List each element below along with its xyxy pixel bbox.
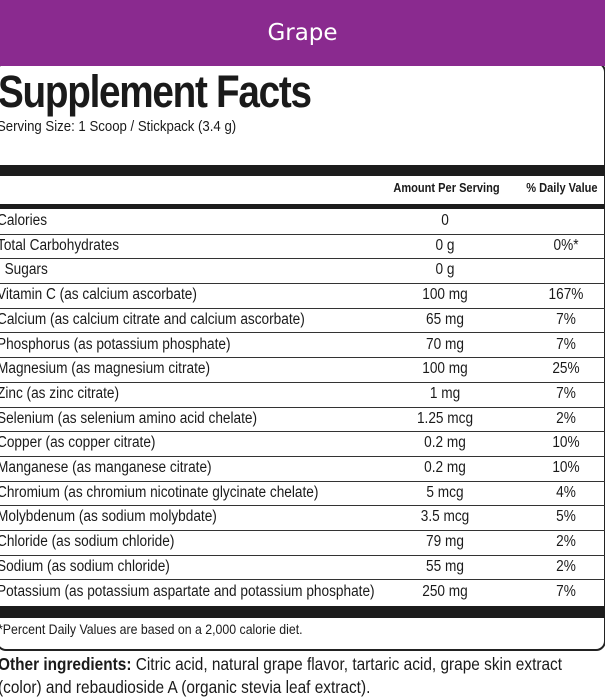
nutrient-name: Calcium (as calcium citrate and calcium … [0,310,305,328]
table-row: Potassium (as potassium aspartate and po… [0,580,605,605]
footnote: *Percent Daily Values are based on a 2,0… [0,621,303,637]
nutrient-name: Zinc (as zinc citrate) [0,384,120,402]
table-row: Calcium (as calcium citrate and calcium … [0,308,605,334]
nutrient-amount: 0 g [435,261,455,279]
nutrient-amount: 0 g [435,236,455,254]
table-row: Sodium (as sodium chloride) 55 mg 2% [0,555,605,581]
nutrient-name: Selenium (as selenium amino acid chelate… [0,409,258,427]
nutrient-daily-value: 4% [556,483,576,501]
nutrient-daily-value: 25% [552,360,580,378]
table-row: Chromium (as chromium nicotinate glycina… [0,481,605,507]
nutrient-amount: 1 mg [429,384,461,402]
other-ingredients-text: Citric acid, natural grape flavor, tarta… [0,654,563,697]
nutrient-daily-value: 2% [556,557,576,575]
flavor-banner: Grape [0,0,605,66]
table-row: Phosphorus (as potassium phosphate) 70 mg… [0,333,605,359]
header-daily-value: % Daily Value [526,180,598,195]
table-row: Sugars 0 g [0,258,605,285]
nutrient-daily-value: 2% [556,533,576,551]
nutrient-amount: 0.2 mg [424,434,466,452]
nutrient-daily-value: 7% [556,384,576,402]
nutrient-amount: 55 mg [426,557,464,575]
nutrient-name: Magnesium (as magnesium citrate) [0,360,211,378]
nutrient-name: Copper (as copper citrate) [0,434,156,452]
nutrient-name: Sugars [0,261,48,279]
nutrient-name: Chromium (as chromium nicotinate glycina… [0,483,319,501]
nutrient-name: Calories [0,212,48,229]
table-row: Manganese (as manganese citrate) 0.2 mg 10… [0,456,605,482]
other-ingredients-label: Other ingredients: [0,654,132,674]
nutrient-amount: 1.25 mcg [416,409,474,427]
nutrient-daily-value: 7% [556,582,576,600]
nutrient-name: Phosphorus (as potassium phosphate) [0,335,231,353]
nutrient-amount: 70 mg [426,335,464,353]
table-row: Total Carbohydrates 0 g 0%* [0,234,605,260]
nutrient-amount: 250 mg [422,582,468,600]
nutrient-amount: 79 mg [426,533,464,551]
divider-thick-bottom [0,606,605,618]
nutrient-daily-value: 10% [552,459,580,476]
table-row: Zinc (as zinc citrate) 1 mg 7% [0,382,605,408]
facts-panel [0,62,605,651]
nutrient-name: Chloride (as sodium chloride) [0,533,175,551]
nutrient-name: Potassium (as potassium aspartate and po… [0,582,375,600]
nutrient-daily-value: 0%* [553,236,579,254]
nutrient-amount: 100 mg [422,286,468,304]
nutrient-name: Vitamin C (as calcium ascorbate) [0,286,197,304]
nutrient-amount: 3.5 mcg [420,508,470,526]
nutrient-daily-value: 5% [556,508,576,526]
nutrient-amount: 0 [441,212,449,229]
table-row: Molybdenum (as sodium molybdate) 3.5 mcg 5… [0,505,605,532]
nutrient-name: Total Carbohydrates [0,236,120,254]
nutrient-daily-value: 10% [552,434,580,452]
divider-thick [0,165,605,176]
nutrient-name: Manganese (as manganese citrate) [0,459,212,476]
nutrient-daily-value: 7% [556,310,576,328]
nutrient-daily-value: 167% [548,286,584,304]
table-row: Chloride (as sodium chloride) 79 mg 2% [0,530,605,556]
other-ingredients: Other ingredients: Citric acid, natural … [0,653,596,699]
nutrient-daily-value: 2% [556,409,576,427]
divider-header [0,204,605,209]
table-row: Copper (as copper citrate) 0.2 mg 10% [0,431,605,457]
table-row: Magnesium (as magnesium citrate) 100 mg 25… [0,357,605,383]
nutrient-amount: 65 mg [426,310,464,328]
nutrient-amount: 100 mg [422,360,468,378]
nutrient-daily-value: 7% [556,335,576,353]
nutrient-amount: 5 mcg [426,483,464,501]
serving-size: Serving Size: 1 Scoop / Stickpack (3.4 g… [0,118,237,135]
table-row: Vitamin C (as calcium ascorbate) 100 mg 16… [0,283,605,309]
table-row: Calories 0 [0,209,605,235]
nutrient-name: Molybdenum (as sodium molybdate) [0,508,217,526]
nutrient-amount: 0.2 mg [424,459,466,476]
nutrient-name: Sodium (as sodium chloride) [0,557,170,575]
header-amount: Amount Per Serving [393,180,500,195]
page-title: Supplement Facts [0,66,312,117]
table-row: Selenium (as selenium amino acid chelate… [0,407,605,433]
